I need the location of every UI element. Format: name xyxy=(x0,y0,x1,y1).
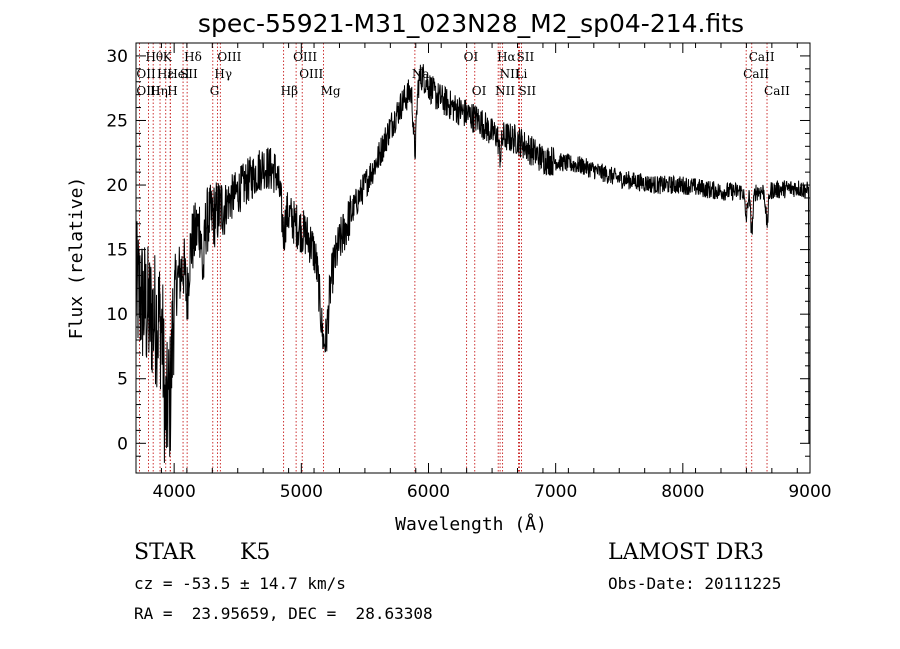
x-tick-label: 7000 xyxy=(534,482,577,502)
survey-name: LAMOST DR3 xyxy=(608,540,764,565)
y-tick-label: 30 xyxy=(106,47,128,67)
spectral-line-label: Mg xyxy=(321,84,341,98)
x-axis-label: Wavelength (Å) xyxy=(395,513,547,535)
spectral-line-label: OIII xyxy=(293,50,317,64)
spectral-line-label: NII xyxy=(500,67,520,81)
y-tick-label: 10 xyxy=(106,305,128,325)
spectral-line-label: CaII xyxy=(749,50,775,64)
spectral-line-label: HeI xyxy=(167,67,190,81)
spectral-line-label: NII xyxy=(495,84,515,98)
spectral-line-label: Hη xyxy=(150,84,168,98)
x-tick-label: 8000 xyxy=(661,482,704,502)
y-tick-label: 0 xyxy=(117,434,128,454)
x-tick-label: 9000 xyxy=(788,482,831,502)
object-subclass: K5 xyxy=(240,540,271,565)
redshift-velocity: cz = -53.5 ± 14.7 km/s xyxy=(134,574,346,593)
y-axis: 0 5 10 15 20 25 30 xyxy=(106,47,810,457)
spectral-line-label: SII xyxy=(518,84,536,98)
spectral-line-label: OI xyxy=(472,84,487,98)
spectral-line-label: CaII xyxy=(764,84,790,98)
spectral-line-label: OII xyxy=(136,67,156,81)
object-class-label: STAR xyxy=(134,540,195,565)
spectral-line-label: Hγ xyxy=(214,67,232,81)
spectral-line-label: G xyxy=(210,84,220,98)
y-axis-label: Flux (relative) xyxy=(66,177,87,340)
spectral-line-label: OI xyxy=(464,50,479,64)
spectral-line-label: Hβ xyxy=(281,84,298,98)
spectral-line-label: SII xyxy=(180,67,198,81)
spectral-line-label: SII xyxy=(517,50,535,64)
y-tick-label: 20 xyxy=(106,176,128,196)
spectral-line-label: H xyxy=(167,84,177,98)
spectral-line-label: OIII xyxy=(136,84,160,98)
y-tick-label: 5 xyxy=(117,370,128,390)
spectral-line-label: CaII xyxy=(743,67,769,81)
spectral-line-label: Li xyxy=(516,67,528,81)
spectral-line-label: OIII xyxy=(299,67,323,81)
spectral-line-label: Hε xyxy=(157,67,174,81)
x-axis: 4000 5000 6000 7000 8000 9000 xyxy=(135,43,832,502)
spectral-line-markers xyxy=(139,43,768,473)
y-tick-label: 25 xyxy=(106,111,128,131)
spectral-line-label: Hθ xyxy=(145,50,163,64)
x-tick-label: 5000 xyxy=(280,482,323,502)
spectral-line-labels: HθOIIOIIIHεHηKHeIHHδSIIOIIIHγGOIIIOIIIHβ… xyxy=(136,50,790,98)
spectral-line-label: Hδ xyxy=(184,50,202,64)
spectral-line-label: K xyxy=(163,50,173,64)
plot-frame xyxy=(135,42,811,474)
chart-title: spec-55921-M31_023N28_M2_sp04-214.fits xyxy=(198,9,744,38)
coordinates: RA = 23.95659, DEC = 28.63308 xyxy=(134,604,433,623)
y-tick-label: 15 xyxy=(106,241,128,261)
spectrum-series-line xyxy=(135,64,810,463)
observation-date: Obs-Date: 20111225 xyxy=(608,574,782,593)
x-tick-label: 4000 xyxy=(153,482,196,502)
x-tick-label: 6000 xyxy=(407,482,450,502)
spectral-line-label: Hα xyxy=(497,50,516,64)
spectral-line-label: OIII xyxy=(217,50,241,64)
